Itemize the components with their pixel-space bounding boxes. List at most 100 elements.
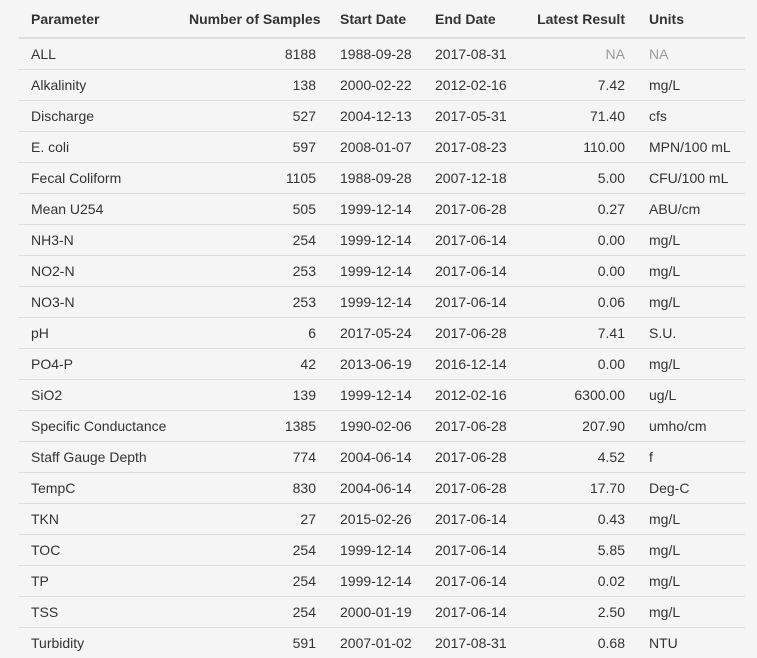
cell-number-of-samples: 6 [177, 316, 328, 348]
cell-number-of-samples: 254 [177, 223, 328, 255]
table-row: Discharge 527 2004-12-13 2017-05-31 71.40 cfs [19, 99, 745, 131]
header-latest-result[interactable]: Latest Result [519, 0, 637, 39]
table-row: Mean U254 505 1999-12-14 2017-06-28 0.27 ABU/… [19, 192, 745, 224]
table-row: TP 254 1999-12-14 2017-06-14 0.02 mg/L [19, 564, 745, 596]
cell-units: S.U. [637, 316, 745, 348]
cell-number-of-samples: 774 [177, 440, 328, 472]
cell-number-of-samples: 527 [177, 99, 328, 131]
cell-number-of-samples: 138 [177, 68, 328, 100]
cell-units: NTU [637, 626, 745, 658]
cell-start-date: 1999-12-14 [328, 192, 423, 224]
cell-number-of-samples: 597 [177, 130, 328, 162]
cell-parameter: Fecal Coliform [19, 161, 177, 193]
cell-latest-result: 2.50 [519, 595, 637, 627]
cell-latest-result: 0.06 [519, 285, 637, 317]
cell-parameter: TOC [19, 533, 177, 565]
cell-latest-result: 4.52 [519, 440, 637, 472]
cell-end-date: 2012-02-16 [423, 68, 519, 100]
cell-parameter: PO4-P [19, 347, 177, 379]
cell-start-date: 1999-12-14 [328, 254, 423, 286]
cell-units: mg/L [637, 285, 745, 317]
cell-parameter: Discharge [19, 99, 177, 131]
cell-end-date: 2016-12-14 [423, 347, 519, 379]
cell-end-date: 2017-06-14 [423, 285, 519, 317]
cell-end-date: 2007-12-18 [423, 161, 519, 193]
cell-end-date: 2017-06-28 [423, 409, 519, 441]
cell-number-of-samples: 505 [177, 192, 328, 224]
cell-latest-result: 6300.00 [519, 378, 637, 410]
parameter-summary-table: Parameter Number of Samples Start Date E… [19, 0, 745, 658]
header-start-date[interactable]: Start Date [328, 0, 423, 39]
table-row: TKN 27 2015-02-26 2017-06-14 0.43 mg/L [19, 502, 745, 534]
header-row: Parameter Number of Samples Start Date E… [19, 0, 745, 39]
cell-units: ABU/cm [637, 192, 745, 224]
cell-latest-result: 7.42 [519, 68, 637, 100]
table-body: ALL 8188 1988-09-28 2017-08-31 NA NA Alkalinit… [19, 38, 745, 658]
cell-start-date: 1990-02-06 [328, 409, 423, 441]
cell-number-of-samples: 8188 [284, 45, 316, 62]
table-row: Fecal Coliform 1105 1988-09-28 2007-12-18 5.… [19, 161, 745, 193]
header-units[interactable]: Units [637, 0, 745, 39]
cell-number-of-samples: 1105 [177, 161, 328, 193]
summary-table-container: Parameter Number of Samples Start Date E… [19, 0, 745, 658]
cell-end-date: 2017-06-14 [423, 223, 519, 255]
cell-units: mg/L [637, 564, 745, 596]
table-row: PO4-P 42 2013-06-19 2016-12-14 0.00 mg/L [19, 347, 745, 379]
header-end-date[interactable]: End Date [423, 0, 519, 39]
cell-latest-result: 0.43 [519, 502, 637, 534]
table-row: E. coli 597 2008-01-07 2017-08-23 110.00 MPN/… [19, 130, 745, 162]
cell-parameter: ALL [31, 45, 56, 62]
table-row: Staff Gauge Depth 774 2004-06-14 2017-06-28… [19, 440, 745, 472]
cell-units: mg/L [637, 254, 745, 286]
cell-parameter: Staff Gauge Depth [19, 440, 177, 472]
cell-number-of-samples: 253 [177, 254, 328, 286]
table-row: SiO2 139 1999-12-14 2012-02-16 6300.00 ug/L [19, 378, 745, 410]
cell-latest-result: 110.00 [519, 130, 637, 162]
cell-start-date: 2004-12-13 [328, 99, 423, 131]
cell-start-date: 1999-12-14 [328, 564, 423, 596]
cell-units: NA [649, 45, 669, 62]
table-row: NO2-N 253 1999-12-14 2017-06-14 0.00 mg/L [19, 254, 745, 286]
cell-latest-result: 71.40 [519, 99, 637, 131]
cell-latest-result: 17.70 [519, 471, 637, 503]
table-row: TSS 254 2000-01-19 2017-06-14 2.50 mg/L [19, 595, 745, 627]
cell-start-date: 1999-12-14 [328, 533, 423, 565]
cell-start-date: 2008-01-07 [328, 130, 423, 162]
header-number-of-samples[interactable]: Number of Samples [177, 0, 328, 39]
cell-units: mg/L [637, 595, 745, 627]
cell-end-date: 2017-06-28 [423, 192, 519, 224]
cell-latest-result: 0.00 [519, 254, 637, 286]
table-header: Parameter Number of Samples Start Date E… [19, 0, 745, 39]
table-row: TOC 254 1999-12-14 2017-06-14 5.85 mg/L [19, 533, 745, 565]
cell-units: cfs [637, 99, 745, 131]
cell-parameter: Specific Conductance [19, 409, 177, 441]
cell-end-date: 2017-06-14 [423, 595, 519, 627]
table-row: TempC 830 2004-06-14 2017-06-28 17.70 Deg-C [19, 471, 745, 503]
cell-units: mg/L [637, 347, 745, 379]
cell-start-date: 1999-12-14 [328, 285, 423, 317]
cell-latest-result: 7.41 [519, 316, 637, 348]
cell-parameter: TSS [19, 595, 177, 627]
cell-units: ug/L [637, 378, 745, 410]
cell-units: mg/L [637, 68, 745, 100]
cell-parameter: pH [19, 316, 177, 348]
cell-start-date: 1999-12-14 [328, 223, 423, 255]
table-row: NH3-N 254 1999-12-14 2017-06-14 0.00 mg/L [19, 223, 745, 255]
table-row: Specific Conductance 1385 1990-02-06 2017-0… [19, 409, 745, 441]
cell-latest-result: 0.00 [519, 223, 637, 255]
cell-end-date: 2017-08-31 [435, 45, 507, 62]
table-row: Alkalinity 138 2000-02-22 2012-02-16 7.42 mg/… [19, 68, 745, 100]
header-parameter[interactable]: Parameter [19, 0, 177, 39]
cell-start-date: 2015-02-26 [328, 502, 423, 534]
cell-end-date: 2017-06-28 [423, 316, 519, 348]
cell-units: mg/L [637, 533, 745, 565]
cell-end-date: 2017-06-28 [423, 471, 519, 503]
cell-latest-result: 0.02 [519, 564, 637, 596]
cell-number-of-samples: 139 [177, 378, 328, 410]
cell-parameter: E. coli [19, 130, 177, 162]
cell-start-date: 2000-01-19 [328, 595, 423, 627]
cell-start-date: 2017-05-24 [328, 316, 423, 348]
table-row: ALL 8188 1988-09-28 2017-08-31 NA NA [19, 38, 745, 69]
cell-number-of-samples: 253 [177, 285, 328, 317]
cell-start-date: 2007-01-02 [328, 626, 423, 658]
